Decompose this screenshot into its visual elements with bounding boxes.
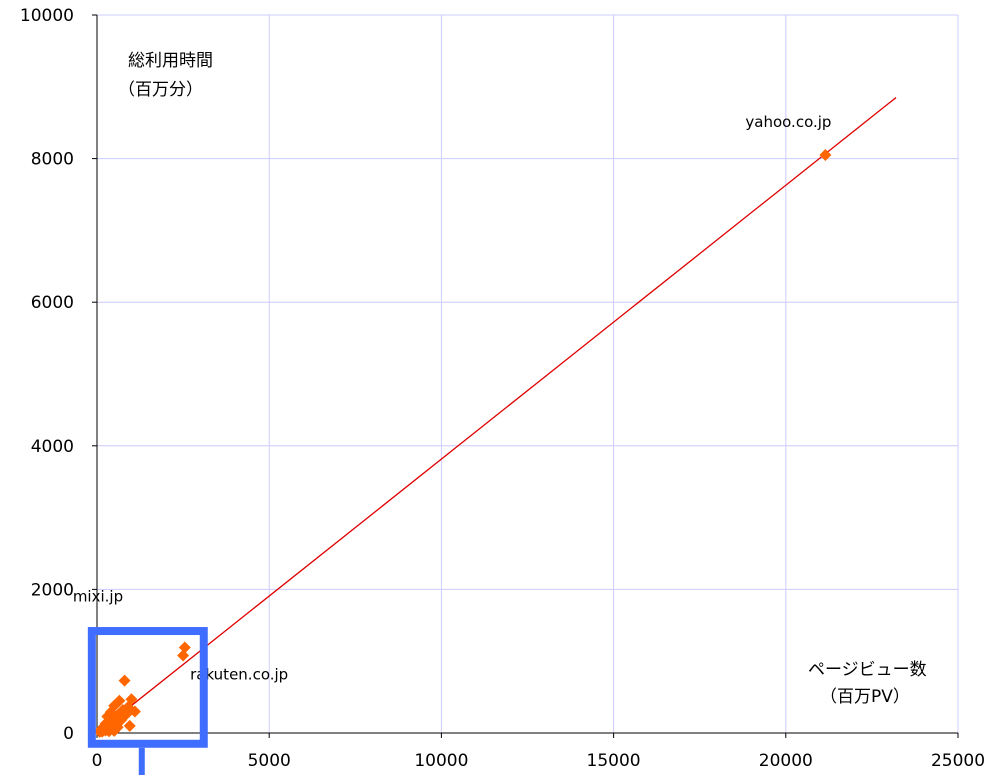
y-tick-label: 6000 <box>31 293 74 313</box>
x-tick-label: 0 <box>92 751 103 771</box>
point-label: mixi.jp <box>73 588 123 606</box>
x-tick-label: 20000 <box>759 751 813 771</box>
highlight-layer <box>87 627 208 775</box>
grid-layer <box>97 14 959 733</box>
point-label: yahoo.co.jp <box>745 113 831 131</box>
y-tick-label: 8000 <box>31 150 74 170</box>
y-tick-label: 4000 <box>31 437 74 457</box>
y-tick-label: 2000 <box>31 580 74 600</box>
y-axis-title: 総利用時間 <box>128 51 213 71</box>
y-tick-label: 10000 <box>20 6 74 26</box>
trendline-layer <box>96 97 897 734</box>
point-label: rakuten.co.jp <box>190 665 288 683</box>
x-axis-title: ページビュー数 <box>808 660 927 680</box>
axes-layer: 0 5000 10000 15000 20000 25000 0 2000 4000 6000 80… <box>20 6 985 771</box>
trendline <box>96 97 897 734</box>
labels-layer: 総利用時間 （百万分） ページビュー数 （百万PV） yahoo.co.jp mi… <box>73 51 927 707</box>
data-point <box>103 725 116 738</box>
x-axis-unit: （百万PV） <box>820 687 910 707</box>
data-point <box>178 641 191 654</box>
zoom-highlight-box <box>87 627 208 748</box>
points-layer <box>93 149 832 738</box>
data-point <box>118 674 131 687</box>
data-point <box>123 719 136 732</box>
y-axis-unit: （百万分） <box>118 80 203 100</box>
x-tick-label: 15000 <box>587 751 641 771</box>
data-point <box>177 649 190 662</box>
data-point <box>819 149 832 162</box>
x-tick-label: 25000 <box>931 751 985 771</box>
data-point <box>93 725 106 738</box>
y-tick-label: 0 <box>63 724 74 744</box>
x-tick-label: 10000 <box>414 751 468 771</box>
x-tick-label: 5000 <box>248 751 291 771</box>
